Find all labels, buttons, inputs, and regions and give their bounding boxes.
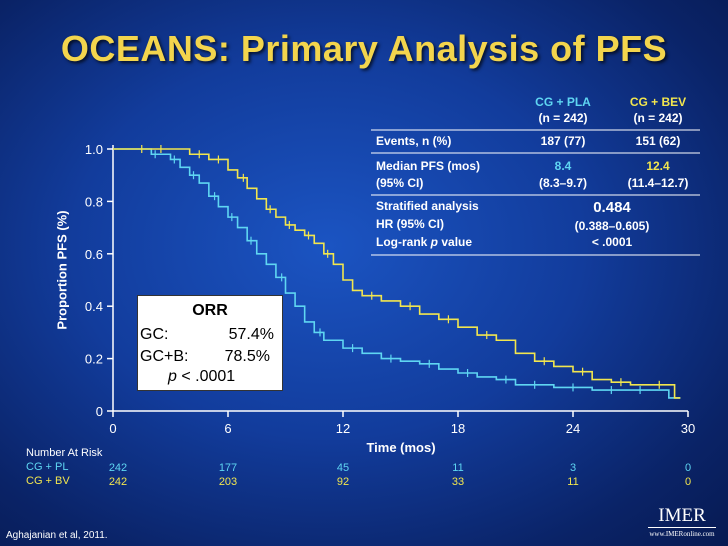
risk-value-bev: 92 [337,476,349,488]
y-tick-label: 0.8 [85,194,103,209]
risk-value-pla: 0 [685,462,691,474]
median-ci-cg-pla: (8.3–9.7) [539,176,587,190]
median-cg-bev: 12.4 [646,159,670,173]
slide-title: OCEANS: Primary Analysis of PFS [60,28,668,69]
events-cg-bev: 151 (62) [636,134,681,148]
km-curve-cg-bev [113,148,681,399]
orr-p-text: < .0001 [176,368,236,385]
y-tick-label: 0.4 [85,299,103,314]
orr-box: ORR GC: 57.4% GC+B: 78.5% p < .0001 [137,295,283,391]
logrank-prefix: Log-rank [376,235,431,249]
imer-logo: IMER www.IMERonline.com [648,505,716,541]
hr-value: 0.484 [593,199,631,216]
x-tick-label: 12 [336,421,350,436]
logo-sub: www.IMERonline.com [649,530,715,538]
col-header-cg-bev: CG + BEV [630,95,686,109]
risk-label: Number At Risk [26,447,103,459]
risk-value-bev: 33 [452,476,464,488]
citation: Aghajanian et al, 2011. [6,530,108,541]
orr-pvalue: p < .0001 [168,368,235,386]
risk-value-bev: 242 [109,476,127,488]
orr-gc-label: GC: [140,326,169,343]
y-axis-label: Proportion PFS (%) [54,210,70,330]
y-tick-label: 0 [96,404,103,419]
logrank-p: p [430,235,438,249]
risk-row-name-bev: CG + BV [26,475,70,487]
row-events-label: Events, n (%) [376,134,451,148]
median-ci-cg-bev: (11.4–12.7) [628,176,689,190]
logrank-suffix: value [438,235,472,249]
risk-value-bev: 203 [219,476,237,488]
risk-value-pla: 11 [452,462,463,474]
km-curve-cg-pla [113,148,681,399]
y-tick-label: 0.6 [85,247,103,262]
risk-value-bev: 0 [685,476,691,488]
risk-value-bev: 11 [567,476,578,488]
risk-value-pla: 177 [219,462,237,474]
y-tick-label: 1.0 [85,142,103,157]
y-tick-label: 0.2 [85,352,103,367]
risk-value-pla: 3 [570,462,576,474]
x-tick-label: 6 [224,421,231,436]
orr-title: ORR [192,302,228,319]
hr-ci: (0.388–0.605) [575,219,650,233]
x-tick-label: 30 [681,421,695,436]
risk-value-pla: 242 [109,462,127,474]
risk-value-pla: 45 [337,462,349,474]
logrank-pvalue: < .0001 [592,235,633,249]
col-n-cg-pla: (n = 242) [538,111,587,125]
orr-gcb-label: GC+B: [140,348,189,365]
col-n-cg-bev: (n = 242) [633,111,682,125]
x-tick-label: 0 [109,421,116,436]
orr-gcb-value: 78.5% [224,348,270,365]
x-axis-label: Time (mos) [366,440,436,455]
events-cg-pla: 187 (77) [541,134,586,148]
orr-gc-value: 57.4% [228,326,274,343]
x-tick-label: 24 [566,421,580,436]
logo-main: IMER [648,505,716,528]
x-tick-label: 18 [451,421,465,436]
col-header-cg-pla: CG + PLA [535,95,591,109]
median-cg-pla: 8.4 [555,159,572,173]
risk-row-name-pla: CG + PL [26,461,69,473]
row-median-label-2: (95% CI) [376,176,423,190]
orr-p-symbol: p [168,368,177,385]
row-strat-label-1: Stratified analysis [376,199,479,213]
row-median-label-1: Median PFS (mos) [376,159,480,173]
row-strat-label-2: HR (95% CI) [376,217,444,231]
row-strat-label-3: Log-rank p value [376,235,472,249]
